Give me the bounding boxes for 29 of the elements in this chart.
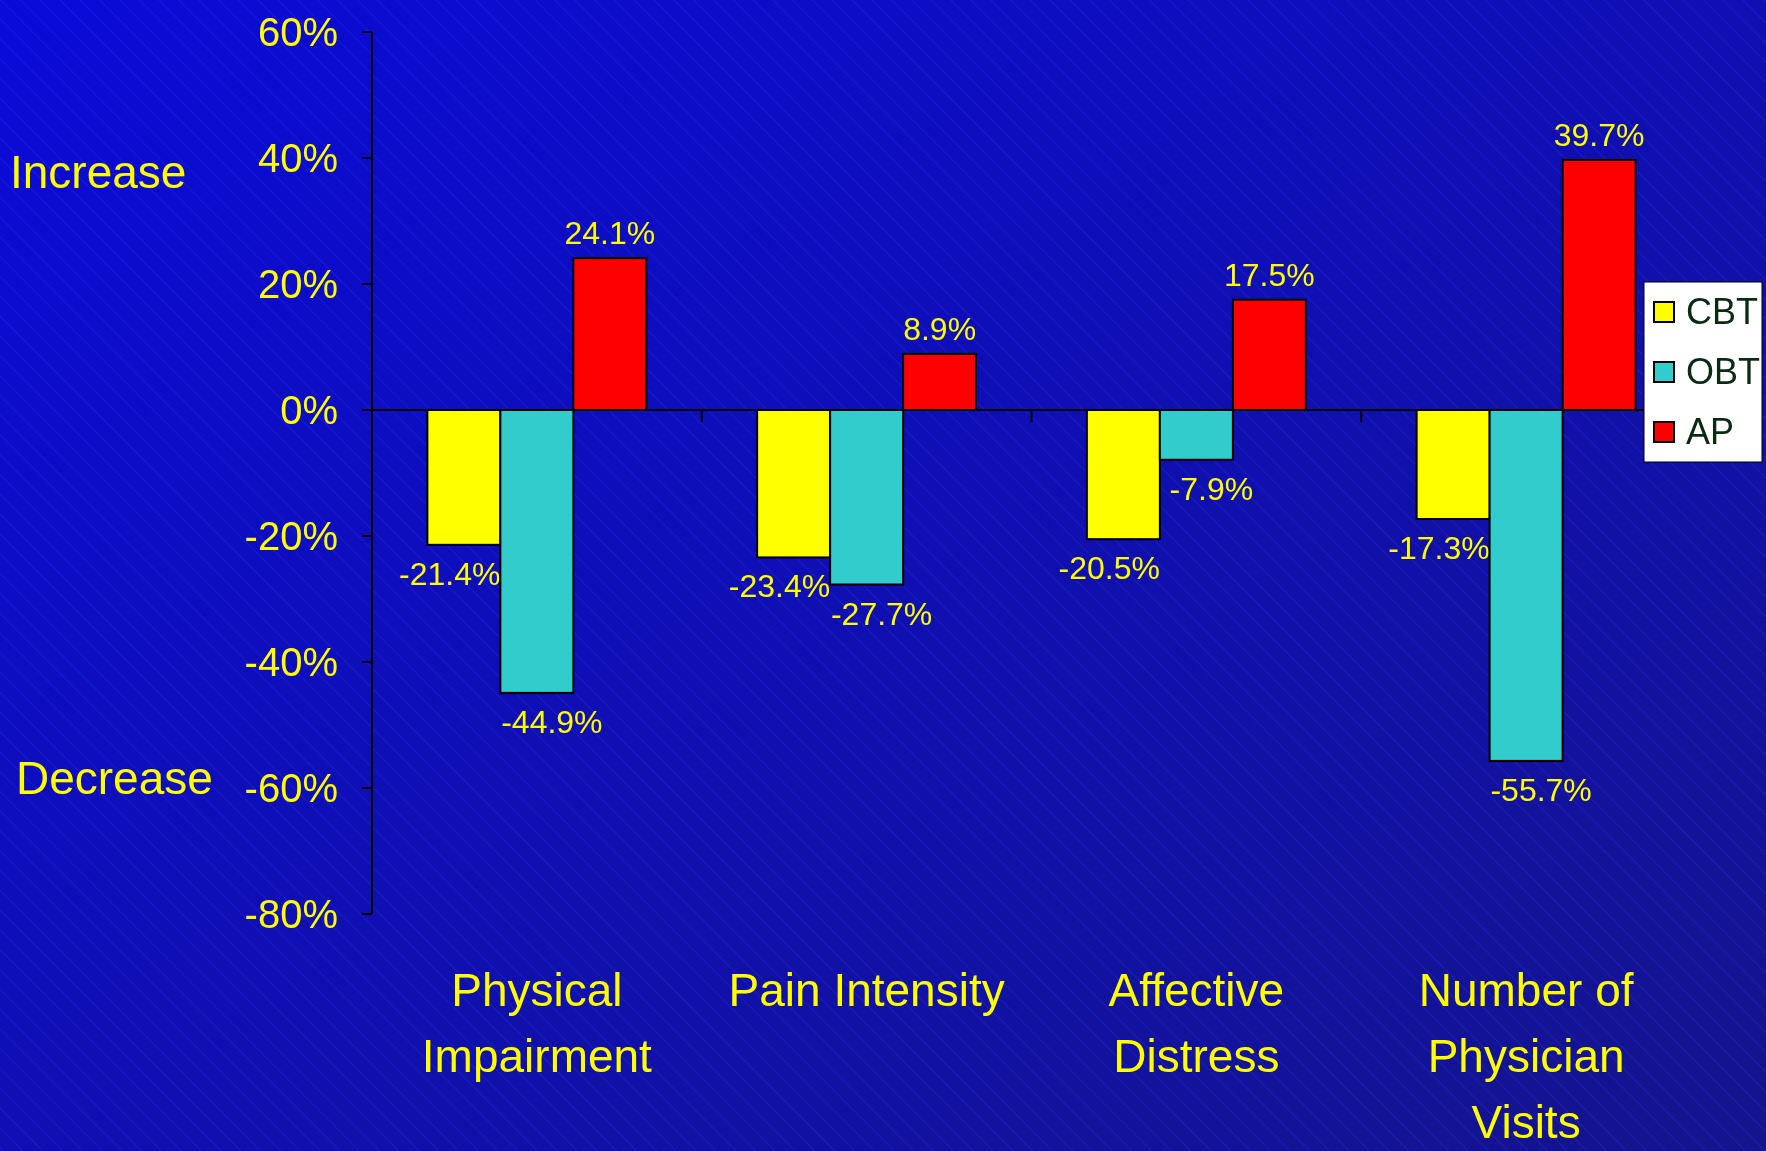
data-label: -23.4% — [728, 568, 831, 605]
x-tick-label: Pain Intensity — [728, 964, 1005, 1016]
y-tick-label: 0% — [280, 388, 338, 432]
y-tick-label: 20% — [257, 262, 338, 306]
data-label: 24.1% — [564, 215, 656, 252]
text: Increase — [10, 146, 187, 198]
legend-label: CBT — [1686, 291, 1759, 332]
y-tick-label: -80% — [244, 892, 338, 936]
data-label: 17.5% — [1224, 256, 1315, 293]
data-label: -55.7% — [1490, 771, 1592, 808]
x-tick-label: Affective Distress — [1108, 964, 1285, 1082]
data-label: -7.9% — [1169, 470, 1254, 507]
data-label: -21.4% — [398, 555, 501, 592]
x-tick-label: Number of Physician Visits — [1418, 964, 1634, 1148]
y-tick-label: 60% — [257, 10, 338, 54]
legend-label: OBT — [1686, 351, 1761, 392]
data-label: 8.9% — [903, 310, 977, 347]
y-tick-label: -60% — [244, 766, 338, 810]
text: Decrease — [16, 752, 213, 804]
y-tick-label: -40% — [244, 640, 338, 684]
data-label: -17.3% — [1388, 529, 1490, 566]
x-tick-label: Physical Impairment — [421, 964, 653, 1082]
y-tick-label: -20% — [244, 514, 338, 558]
data-label: 39.7% — [1553, 116, 1645, 153]
data-label: -44.9% — [501, 703, 603, 740]
legend-label: AP — [1686, 411, 1735, 452]
data-label: -27.7% — [830, 595, 933, 632]
y-tick-label: 40% — [257, 136, 338, 180]
data-label: -20.5% — [1058, 550, 1160, 587]
